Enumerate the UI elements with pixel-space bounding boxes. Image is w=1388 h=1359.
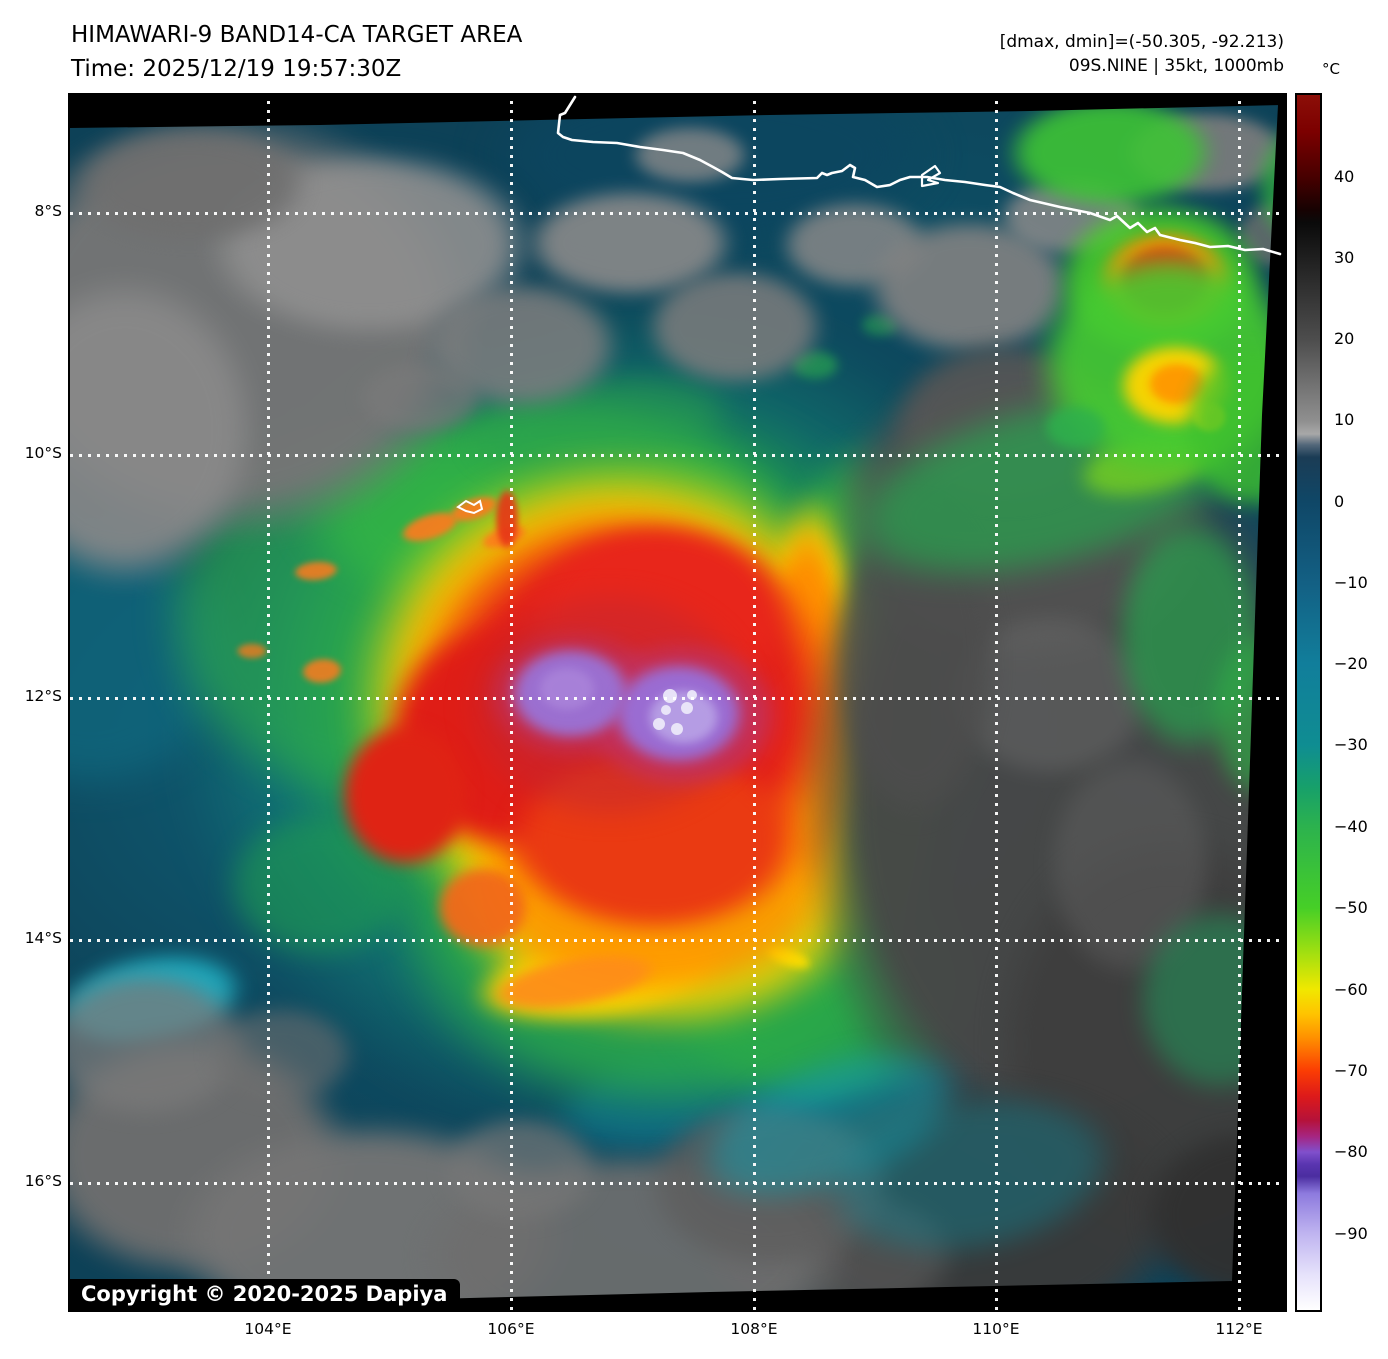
imagery-blob	[337, 720, 473, 870]
map-overlay	[70, 95, 1285, 1310]
grid-line-lon	[509, 95, 513, 1310]
grid-line-lon	[266, 95, 270, 1310]
colorbar-tick: −90	[1334, 1224, 1368, 1243]
imagery-blob	[1005, 95, 1215, 210]
lat-tick: 12°S	[24, 687, 62, 705]
colorbar-tick: 40	[1334, 167, 1355, 186]
lat-tick: 10°S	[24, 444, 62, 462]
colorbar-tick: −60	[1334, 980, 1368, 999]
colorbar-tick: 0	[1334, 492, 1345, 511]
colorbar-tick: 20	[1334, 329, 1355, 348]
grid-line-lon	[752, 95, 756, 1310]
lon-tick: 110°E	[972, 1320, 1020, 1338]
colorbar-tick: 10	[1334, 410, 1355, 429]
lon-tick: 106°E	[487, 1320, 535, 1338]
annotation-block: [dmax, dmin]=(-50.305, -92.213) 09S.NINE…	[1000, 30, 1284, 78]
colorbar-tick: −30	[1334, 735, 1368, 754]
grid-line-lon	[1237, 95, 1241, 1310]
coastline-hook	[920, 164, 942, 188]
colorbar-tick: −40	[1334, 817, 1368, 836]
grid-line-lat	[70, 696, 1285, 700]
grid-line-lat	[70, 211, 1285, 215]
imagery-blob	[495, 488, 519, 550]
colorbar-tick: −70	[1334, 1061, 1368, 1080]
colorbar-tick: −10	[1334, 573, 1368, 592]
colorbar-tick: −20	[1334, 654, 1368, 673]
map-plot-area: Copyright © 2020-2025 Dapiya	[68, 93, 1287, 1312]
no-data-right-wedge	[1225, 95, 1285, 1310]
colorbar-tick: −50	[1334, 898, 1368, 917]
imagery-blob	[70, 125, 310, 245]
cold-pixel-specks	[653, 689, 697, 735]
title-block: HIMAWARI-9 BAND14-CA TARGET AREA Time: 2…	[71, 18, 522, 86]
grid-line-lat	[70, 453, 1285, 457]
copyright-badge: Copyright © 2020-2025 Dapiya	[70, 1279, 461, 1310]
grid-line-lat	[70, 1181, 1285, 1185]
storm-info: 09S.NINE | 35kt, 1000mb	[1068, 56, 1284, 76]
lon-tick: 112°E	[1215, 1320, 1263, 1338]
imagery-blob	[440, 1115, 600, 1225]
colorbar-unit-label: °C	[1322, 60, 1340, 78]
lat-tick: 8°S	[34, 202, 62, 220]
grid-line-lon	[994, 95, 998, 1310]
grid-line-lat	[70, 938, 1285, 942]
dmax-dmin-readout: [dmax, dmin]=(-50.305, -92.213)	[999, 32, 1284, 52]
no-data-top-strip	[70, 95, 1285, 128]
coastline	[556, 95, 1282, 256]
page-title: HIMAWARI-9 BAND14-CA TARGET AREA	[71, 22, 523, 48]
imagery-blob	[537, 666, 597, 712]
lon-tick: 104°E	[244, 1320, 292, 1338]
colorbar-tick: 30	[1334, 248, 1355, 267]
lat-tick: 14°S	[24, 929, 62, 947]
lon-tick: 108°E	[730, 1320, 778, 1338]
imagery-blob	[236, 643, 268, 659]
temperature-colorbar	[1295, 93, 1322, 1312]
island-outline	[456, 499, 484, 515]
imagery-blob	[355, 359, 485, 435]
imagery-blob	[1042, 404, 1108, 450]
lat-tick: 16°S	[24, 1172, 62, 1190]
imagery-blob	[205, 1005, 355, 1105]
timestamp: Time: 2025/12/19 19:57:30Z	[71, 56, 402, 82]
colorbar-tick: −80	[1334, 1142, 1368, 1161]
